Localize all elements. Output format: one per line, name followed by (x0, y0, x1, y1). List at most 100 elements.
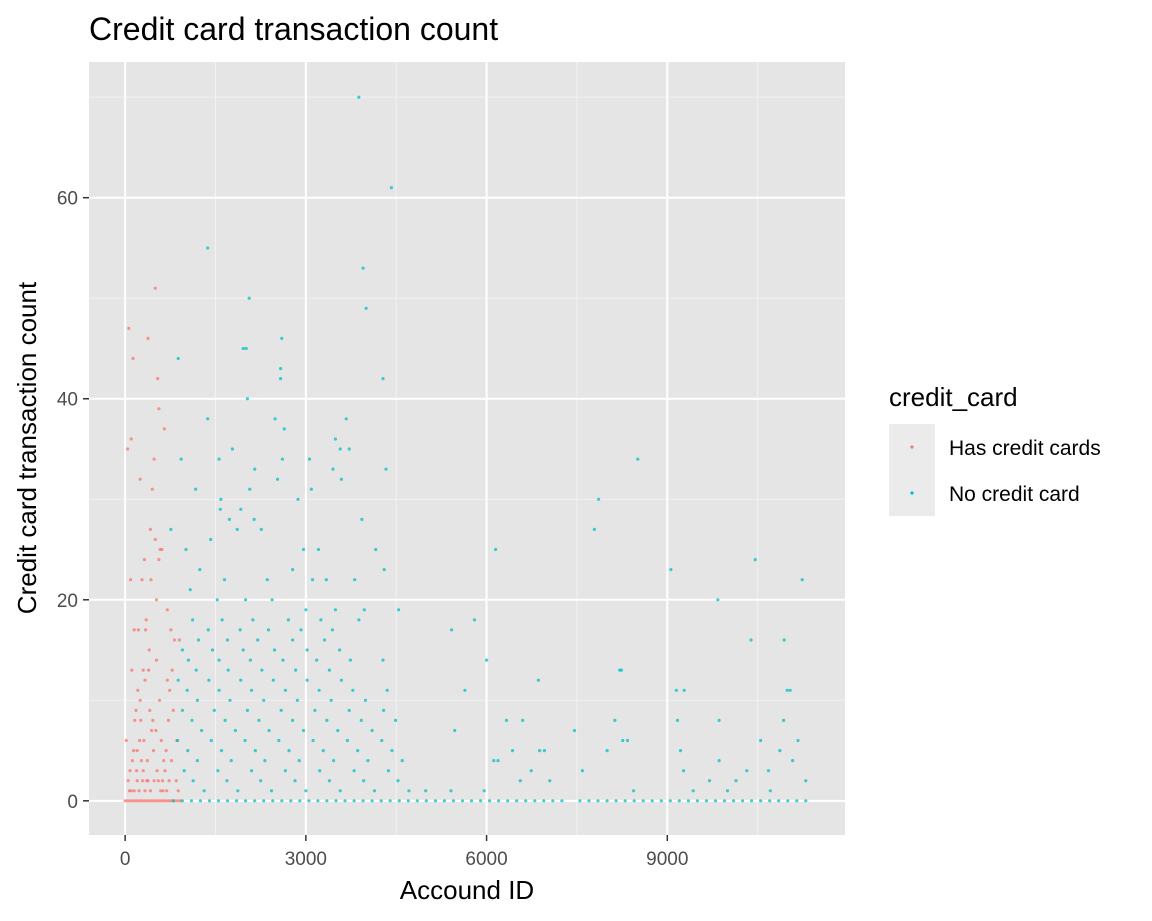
data-point (362, 608, 366, 612)
data-point (463, 688, 467, 692)
data-point (215, 598, 219, 602)
data-point (152, 457, 156, 461)
data-point (272, 648, 277, 652)
data-point (766, 769, 771, 773)
data-point (287, 749, 291, 753)
data-point (143, 678, 147, 682)
data-point (126, 447, 130, 451)
data-point (351, 688, 355, 692)
data-point (248, 658, 252, 662)
data-point (632, 789, 636, 793)
data-point (138, 477, 142, 481)
data-point (339, 678, 343, 682)
data-point (139, 718, 143, 723)
data-point (198, 568, 202, 572)
data-point (162, 427, 166, 431)
data-point (542, 749, 547, 753)
data-point (131, 356, 135, 361)
y-tick-label: 0 (67, 792, 78, 813)
data-point (197, 638, 201, 642)
data-point (396, 779, 400, 783)
data-point (785, 688, 789, 692)
data-point (153, 286, 157, 290)
data-point (145, 759, 149, 763)
data-point (338, 648, 342, 652)
data-point (166, 799, 171, 803)
data-point (374, 547, 378, 552)
data-point (345, 738, 349, 743)
data-point (716, 598, 720, 602)
legend-title: credit_card (889, 382, 1018, 412)
data-point (506, 799, 510, 803)
data-point (233, 728, 237, 733)
data-point (348, 658, 352, 662)
data-point (334, 799, 338, 803)
data-point (157, 558, 161, 562)
data-point (749, 638, 753, 642)
data-point (460, 799, 465, 803)
data-point (171, 708, 175, 713)
data-point (168, 688, 172, 692)
data-point (613, 718, 617, 723)
legend-key-has-credit-cards (910, 445, 914, 449)
data-point (382, 708, 386, 713)
data-point (262, 698, 266, 702)
data-point (297, 759, 301, 763)
data-point (153, 537, 157, 542)
data-point (229, 759, 233, 763)
data-point (587, 799, 591, 803)
data-point (636, 457, 640, 461)
data-point (225, 799, 230, 803)
data-point (492, 759, 496, 763)
data-point (257, 718, 261, 723)
data-point (207, 678, 211, 682)
data-point (267, 728, 271, 733)
data-point (385, 688, 389, 692)
data-point (359, 718, 363, 723)
data-point (352, 769, 356, 773)
data-point (282, 427, 286, 431)
data-point (347, 708, 351, 713)
data-point (236, 789, 240, 793)
data-point (210, 648, 215, 652)
data-point (230, 447, 234, 451)
data-point (707, 779, 712, 783)
data-point (353, 578, 357, 582)
data-point (691, 789, 695, 793)
data-point (753, 558, 757, 562)
data-point (804, 799, 808, 803)
data-point (298, 799, 302, 803)
x-axis-title: Accound ID (400, 875, 534, 905)
data-point (174, 799, 178, 803)
x-tick-label: 6000 (465, 849, 507, 870)
data-point (619, 668, 624, 672)
data-point (317, 688, 321, 692)
data-point (156, 377, 160, 381)
data-point (433, 799, 437, 803)
data-point (364, 306, 368, 310)
data-point (496, 759, 500, 763)
data-point (307, 457, 312, 461)
data-point (777, 799, 781, 803)
data-point (198, 799, 202, 803)
data-point (130, 799, 134, 803)
data-point (251, 618, 255, 622)
data-point (157, 407, 161, 411)
data-point (510, 749, 515, 753)
data-point (250, 769, 254, 773)
data-point (190, 718, 194, 723)
data-point (580, 769, 585, 773)
data-point (389, 186, 393, 190)
data-point (252, 517, 256, 522)
data-point (195, 698, 199, 702)
data-point (138, 738, 142, 743)
data-point (157, 698, 162, 702)
data-point (124, 738, 128, 743)
data-point (717, 759, 721, 763)
data-point (331, 467, 335, 471)
data-point (256, 638, 260, 642)
data-point (572, 728, 577, 733)
data-point (137, 789, 141, 793)
data-point (605, 749, 609, 753)
data-point (732, 799, 736, 803)
